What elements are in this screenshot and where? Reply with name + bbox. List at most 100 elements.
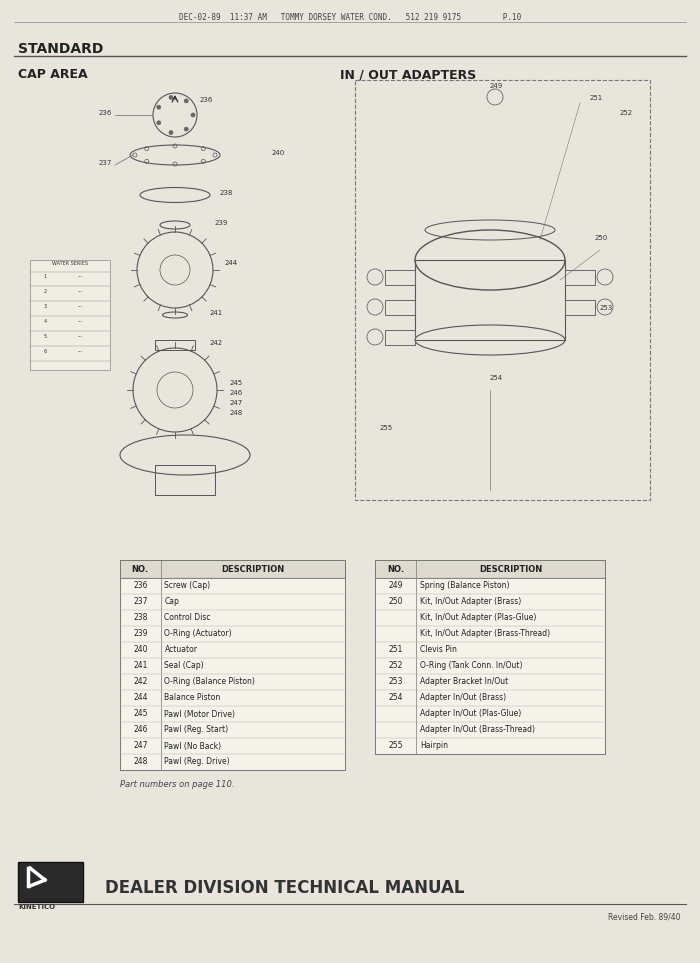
Bar — [30, 260, 110, 370]
Text: O-Ring (Actuator): O-Ring (Actuator) — [164, 630, 232, 638]
Text: IN / OUT ADAPTERS: IN / OUT ADAPTERS — [340, 68, 476, 81]
Text: 237: 237 — [133, 597, 148, 607]
Text: Clevis Pin: Clevis Pin — [421, 645, 457, 655]
Text: 237: 237 — [99, 160, 112, 166]
Text: 250: 250 — [389, 597, 403, 607]
Text: ---: --- — [78, 274, 83, 279]
Text: DESCRIPTION: DESCRIPTION — [221, 564, 284, 574]
Text: 4: 4 — [43, 319, 47, 324]
Text: Cap: Cap — [164, 597, 179, 607]
Text: 254: 254 — [389, 693, 403, 702]
Text: O-Ring (Balance Piston): O-Ring (Balance Piston) — [164, 678, 256, 687]
Text: Hairpin: Hairpin — [421, 742, 449, 750]
Text: 245: 245 — [133, 710, 148, 718]
Text: 249: 249 — [389, 582, 403, 590]
Text: 246: 246 — [230, 390, 244, 396]
Text: DEC-02-89  11:37 AM   TOMMY DORSEY WATER COND.   512 219 9175         P.10: DEC-02-89 11:37 AM TOMMY DORSEY WATER CO… — [179, 13, 521, 22]
Circle shape — [191, 113, 195, 117]
Bar — [120, 560, 345, 578]
Text: 251: 251 — [590, 95, 603, 101]
Text: DEALER DIVISION TECHNICAL MANUAL: DEALER DIVISION TECHNICAL MANUAL — [105, 879, 465, 897]
Circle shape — [169, 131, 173, 135]
Text: 238: 238 — [220, 190, 233, 196]
Text: NO.: NO. — [387, 564, 405, 574]
Circle shape — [169, 95, 173, 99]
Text: WATER SERIES: WATER SERIES — [52, 261, 88, 266]
Text: Kit, In/Out Adapter (Plas-Glue): Kit, In/Out Adapter (Plas-Glue) — [421, 613, 537, 622]
Text: Adapter Bracket In/Out: Adapter Bracket In/Out — [421, 678, 509, 687]
Text: Actuator: Actuator — [164, 645, 197, 655]
Text: Adapter In/Out (Plas-Glue): Adapter In/Out (Plas-Glue) — [421, 710, 522, 718]
Text: Pawl (Motor Drive): Pawl (Motor Drive) — [164, 710, 235, 718]
Text: 250: 250 — [595, 235, 608, 241]
Text: 244: 244 — [133, 693, 148, 702]
Text: NO.: NO. — [132, 564, 149, 574]
Text: 236: 236 — [99, 110, 112, 116]
Text: 247: 247 — [133, 742, 148, 750]
Circle shape — [184, 127, 188, 131]
Bar — [385, 330, 415, 345]
Text: ---: --- — [78, 289, 83, 294]
Text: Control Disc: Control Disc — [164, 613, 211, 622]
Text: Seal (Cap): Seal (Cap) — [164, 662, 204, 670]
Text: 240: 240 — [133, 645, 148, 655]
Text: 252: 252 — [620, 110, 633, 116]
Bar — [355, 80, 650, 500]
Text: O-Ring (Tank Conn. In/Out): O-Ring (Tank Conn. In/Out) — [421, 662, 523, 670]
Text: 236: 236 — [200, 97, 214, 103]
Text: 239: 239 — [215, 220, 228, 226]
Text: Balance Piston: Balance Piston — [164, 693, 220, 702]
Circle shape — [184, 99, 188, 103]
Text: 245: 245 — [230, 380, 243, 386]
Text: Pawl (Reg. Drive): Pawl (Reg. Drive) — [164, 758, 230, 767]
Bar — [565, 300, 595, 315]
Text: Revised Feb. 89/40: Revised Feb. 89/40 — [608, 912, 680, 921]
Text: 242: 242 — [133, 678, 148, 687]
Text: 2: 2 — [43, 289, 47, 294]
Text: Adapter In/Out (Brass): Adapter In/Out (Brass) — [421, 693, 507, 702]
Text: ---: --- — [78, 304, 83, 309]
Bar — [385, 300, 415, 315]
Text: ---: --- — [78, 334, 83, 339]
Bar — [155, 465, 215, 495]
Circle shape — [157, 105, 161, 109]
Text: Kit, In/Out Adapter (Brass-Thread): Kit, In/Out Adapter (Brass-Thread) — [421, 630, 550, 638]
Text: 255: 255 — [389, 742, 403, 750]
Bar — [18, 862, 83, 902]
Text: Pawl (No Back): Pawl (No Back) — [164, 742, 222, 750]
Text: Part numbers on page 110.: Part numbers on page 110. — [120, 780, 234, 789]
Text: 3: 3 — [43, 304, 47, 309]
Text: 241: 241 — [210, 310, 223, 316]
Text: 252: 252 — [389, 662, 403, 670]
Text: 253: 253 — [600, 305, 613, 311]
Text: 6: 6 — [43, 349, 47, 354]
Text: 246: 246 — [133, 725, 148, 735]
Text: 251: 251 — [389, 645, 403, 655]
Text: CAP AREA: CAP AREA — [18, 68, 88, 81]
Text: 254: 254 — [490, 375, 503, 381]
Text: 241: 241 — [133, 662, 148, 670]
Text: 249: 249 — [490, 83, 503, 89]
Text: Screw (Cap): Screw (Cap) — [164, 582, 211, 590]
Text: 248: 248 — [230, 410, 244, 416]
Bar — [415, 260, 565, 340]
Text: 247: 247 — [230, 400, 244, 406]
Text: Spring (Balance Piston): Spring (Balance Piston) — [421, 582, 510, 590]
Bar — [375, 560, 605, 754]
Text: KINETICO: KINETICO — [18, 904, 55, 910]
Text: 255: 255 — [380, 425, 393, 431]
Bar — [385, 270, 415, 285]
Text: 239: 239 — [133, 630, 148, 638]
Text: 248: 248 — [133, 758, 148, 767]
Text: ---: --- — [78, 319, 83, 324]
Text: 236: 236 — [133, 582, 148, 590]
Text: Pawl (Reg. Start): Pawl (Reg. Start) — [164, 725, 229, 735]
Circle shape — [157, 120, 161, 125]
Bar — [120, 560, 345, 770]
Bar — [155, 340, 195, 350]
Text: 1: 1 — [43, 274, 47, 279]
Text: Kit, In/Out Adapter (Brass): Kit, In/Out Adapter (Brass) — [421, 597, 522, 607]
Bar — [565, 270, 595, 285]
Text: ---: --- — [78, 349, 83, 354]
Text: 5: 5 — [43, 334, 47, 339]
